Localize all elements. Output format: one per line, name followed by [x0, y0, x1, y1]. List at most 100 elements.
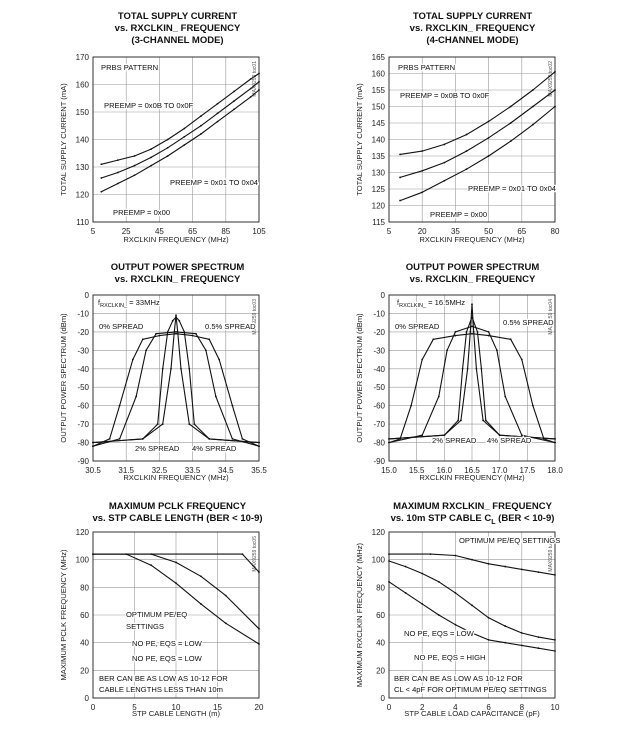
chart3-ytick-label: -10 — [77, 309, 89, 318]
chart4-freq-sub: RXCLKIN_ — [399, 303, 427, 309]
chart3-data-point — [258, 445, 260, 448]
chart3-data-point — [175, 332, 177, 335]
chart3-ylabel: OUTPUT POWER SPECTRUM (dBm) — [59, 313, 68, 443]
chart3-ytick-label: -40 — [77, 365, 89, 374]
chart2-ytick-label: 165 — [372, 53, 386, 62]
chart5-ylabel: MAXIMUM PCLK FREQUENCY (MHz) — [59, 549, 68, 681]
chart2-xtick-label: 20 — [418, 227, 427, 236]
chart6-data-point — [537, 636, 540, 639]
chart3-series-line — [92, 316, 260, 444]
chart2-data-point — [531, 123, 534, 126]
chart5-ytick-label: 100 — [76, 556, 90, 565]
chart1-data-point — [200, 115, 202, 118]
chart4-data-point — [475, 367, 478, 370]
chart2-data-point — [399, 176, 401, 179]
chart1-data-point — [249, 95, 252, 98]
chart2-ytick-label: 130 — [372, 169, 386, 178]
chart6-data-point — [404, 565, 407, 568]
chart1-data-point — [233, 108, 236, 111]
chart4-title-line2: vs. RXCLKIN_ FREQUENCY — [409, 274, 536, 285]
chart2-title-line1: TOTAL SUPPLY CURRENT — [412, 11, 533, 22]
chart3-data-point — [171, 319, 174, 322]
chart6-data-point — [388, 553, 390, 556]
chart4-data-point — [471, 316, 473, 319]
chart3-data-point — [191, 334, 194, 337]
chart4-xtick-label: 16.0 — [437, 466, 453, 475]
chart3-data-point — [258, 441, 260, 444]
chart2-data-point — [443, 161, 446, 164]
chart6-annotation: NO PE, EQS = HIGH — [414, 653, 486, 662]
chart2-data-point — [509, 122, 512, 124]
chart1-data-point — [100, 163, 103, 166]
chart2-ytick-label: 115 — [372, 218, 385, 227]
chart1-series-line — [101, 81, 260, 179]
chart5-ytick-label: 120 — [76, 528, 90, 537]
chart6-title-line2-main: vs. 10m STP CABLE C — [390, 513, 492, 524]
chart1-data-point — [133, 164, 136, 167]
chart1-data-point — [216, 102, 219, 105]
chart6-data-point — [504, 565, 507, 568]
chart6-ytick-label: 60 — [376, 611, 385, 620]
chart3-data-point — [208, 437, 211, 440]
chart4-annotation: 0% SPREAD — [395, 322, 440, 331]
chart3-data-point — [118, 437, 121, 440]
chart4-plot-frame — [388, 294, 556, 462]
chart1-ytick-label: 160 — [76, 81, 90, 90]
chart4-ytick-label: -10 — [373, 309, 385, 318]
chart5-annotation: NO PE, EQS = LOW — [132, 639, 203, 648]
chart4-data-point — [543, 437, 545, 440]
chart6-ytick-label: 40 — [376, 639, 385, 648]
chart5-annotation: BER CAN BE AS LOW AS 10-12 FOR — [99, 674, 228, 683]
chart5-data-point — [200, 603, 202, 605]
chart4-data-point — [460, 419, 462, 422]
chart3-data-point — [175, 316, 177, 319]
chart1-data-point — [117, 171, 119, 174]
chart1-xtick-label: 105 — [252, 227, 266, 236]
chart4-data-point — [466, 367, 469, 370]
chart3-xtick-label: 33.5 — [185, 466, 201, 475]
chart1-ytick-label: 120 — [76, 191, 90, 200]
chart4-ytick-label: -80 — [373, 439, 385, 448]
chart6-data-point — [471, 604, 473, 607]
chart3-data-point — [108, 437, 111, 440]
chart6-data-point — [520, 644, 523, 647]
chart2-data-point — [531, 89, 534, 91]
chart1-xlabel: RXCLKIN FREQUENCY (MHz) — [123, 235, 229, 244]
chart1-data-point — [200, 124, 202, 127]
chart5-data-point — [150, 564, 153, 567]
chart1-data-point — [183, 135, 186, 138]
chart3-data-point — [118, 404, 121, 407]
chart4-data-point — [421, 358, 424, 361]
chart3-annotation: 0% SPREAD — [99, 322, 144, 331]
chart4-data-point — [388, 441, 390, 444]
chart2-data-point — [465, 168, 468, 171]
chart3-title: OUTPUT POWER SPECTRUM vs. RXCLKIN_ FREQU… — [85, 262, 270, 286]
chart5-data-point — [258, 627, 260, 630]
chart2-annotation: PREEMP = 0x00 — [430, 210, 487, 219]
chart3-data-point — [175, 330, 177, 333]
chart2-data-point — [443, 179, 446, 182]
chart3-series-line — [92, 331, 260, 447]
chart6-xtick-label: 4 — [453, 703, 458, 712]
chart1-xtick-label: 25 — [122, 227, 131, 236]
chart1-data-point — [100, 177, 103, 179]
chart1-xtick-label: 85 — [221, 227, 230, 236]
chart3-data-point — [131, 358, 134, 361]
chart6-data-point — [487, 562, 490, 565]
chart2-data-point — [443, 143, 446, 146]
chart2-ytick-label: 140 — [372, 136, 386, 145]
chart4-data-point — [443, 434, 446, 437]
chart4-ytick-label: -90 — [373, 457, 385, 466]
chart5-data-point — [224, 594, 227, 597]
chart6-data-point — [388, 560, 390, 562]
chart2-series-line — [399, 89, 556, 178]
chart6-annotation: NO PE, EQS = LOW — [404, 629, 475, 638]
chart1-data-point — [258, 89, 260, 91]
chart5-xtick-label: 0 — [91, 703, 96, 712]
chart1-data-point — [133, 174, 136, 177]
chart1-data-point — [166, 138, 169, 141]
chart4-data-point — [432, 338, 435, 341]
chart2-data-point — [421, 191, 424, 194]
chart2-data-point — [554, 70, 556, 73]
